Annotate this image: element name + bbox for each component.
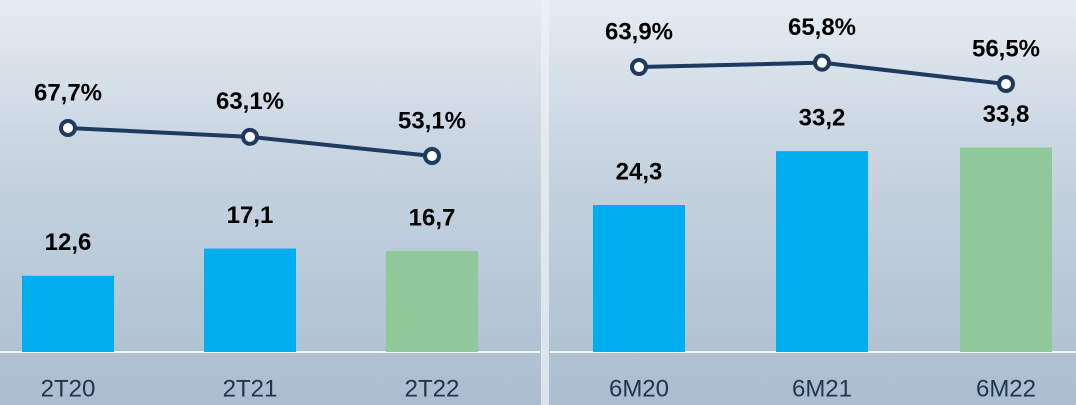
bar-value-label: 17,1 (227, 202, 274, 229)
line-value-label: 63,1% (216, 88, 284, 115)
x-tick-label: 6M20 (609, 375, 669, 402)
bar (593, 204, 685, 352)
line-value-label: 65,8% (788, 14, 856, 41)
bar (22, 275, 114, 352)
x-tick-label: 6M21 (792, 375, 852, 402)
x-tick-label: 2T21 (223, 375, 278, 402)
line-value-label: 67,7% (34, 79, 102, 106)
bar (960, 147, 1052, 352)
bar-value-label: 33,2 (799, 104, 846, 131)
bar (776, 151, 868, 352)
line-value-label: 56,5% (972, 35, 1040, 62)
line-marker (423, 147, 441, 166)
bar-value-label: 16,7 (409, 204, 456, 231)
line-marker (241, 127, 259, 146)
line-marker (813, 53, 831, 72)
panel-separator (541, 0, 549, 405)
bar (386, 250, 478, 352)
bar-value-label: 12,6 (45, 229, 92, 256)
line-value-label: 53,1% (398, 107, 466, 134)
x-tick-label: 6M22 (976, 375, 1036, 402)
line-marker (630, 58, 648, 77)
x-tick-label: 2T20 (41, 375, 96, 402)
line-value-label: 63,9% (605, 18, 673, 45)
line-marker (997, 75, 1015, 94)
bar-value-label: 33,8 (983, 101, 1030, 128)
bar-value-label: 24,3 (616, 158, 663, 185)
bar (204, 248, 296, 352)
x-tick-label: 2T22 (405, 375, 460, 402)
line-marker (59, 119, 77, 138)
